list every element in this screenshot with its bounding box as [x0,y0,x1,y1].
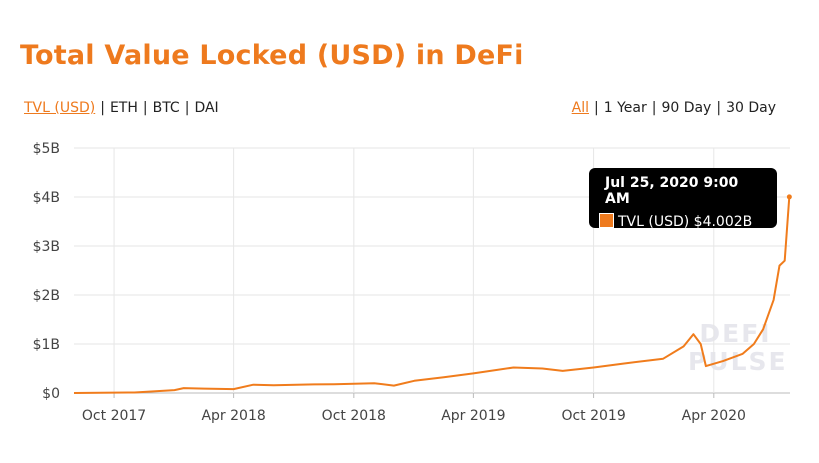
y-tick-label: $1B [33,337,60,353]
tab-separator: | [716,100,722,116]
tab-separator: | [184,100,190,116]
chart-tooltip: Jul 25, 2020 9:00 AM TVL (USD) $4.002B [589,168,777,230]
tooltip-value: TVL (USD) $4.002B [618,214,753,230]
y-tick-label: $4B [33,190,60,206]
tab-eth[interactable]: ETH [109,100,138,116]
x-tick-label: Oct 2019 [561,408,625,424]
tab-tvl-usd[interactable]: TVL (USD) [24,100,96,116]
hover-point[interactable] [786,194,792,200]
series-line-tvl-usd[interactable] [73,196,791,394]
range-30-day[interactable]: 30 Day [726,100,776,116]
x-tick-label: Apr 2020 [682,408,746,424]
range-tabs: All | 1 Year | 90 Day | 30 Day [572,100,776,116]
tooltip-date: Jul 25, 2020 9:00 AM [605,175,739,207]
y-tick-label: $2B [33,288,60,304]
tab-btc[interactable]: BTC [152,100,180,116]
x-tick-label: Apr 2019 [441,408,505,424]
tab-separator: | [100,100,105,116]
series-layer [73,194,792,394]
series-swatch-icon [599,213,614,228]
range-all[interactable]: All [571,100,589,116]
range-90-day[interactable]: 90 Day [661,100,712,116]
y-tick-label: $3B [33,239,60,255]
x-tick-label: Apr 2018 [201,408,265,424]
tab-separator: | [594,100,599,116]
x-axis: Oct 2017 Apr 2018 Oct 2018 Apr 2019 Oct 2019… [82,393,746,424]
chart-title: Total Value Locked (USD) in DeFi [20,40,524,71]
tab-separator: | [651,100,657,116]
tab-dai[interactable]: DAI [194,100,219,116]
tab-separator: | [142,100,148,116]
y-tick-label: $0 [42,386,60,402]
grid [74,147,790,394]
x-tick-label: Oct 2017 [82,408,146,424]
metric-tabs: TVL (USD) | ETH | BTC | DAI [24,100,219,116]
x-tick-label: Oct 2018 [322,408,386,424]
range-1-year[interactable]: 1 Year [603,100,647,116]
tooltip-row: TVL (USD) $4.002B [599,213,767,230]
y-axis: $0 $1B $2B $3B $4B $5B [33,141,60,402]
watermark-line-1: DEFI [699,319,772,348]
y-tick-label: $5B [33,141,60,157]
